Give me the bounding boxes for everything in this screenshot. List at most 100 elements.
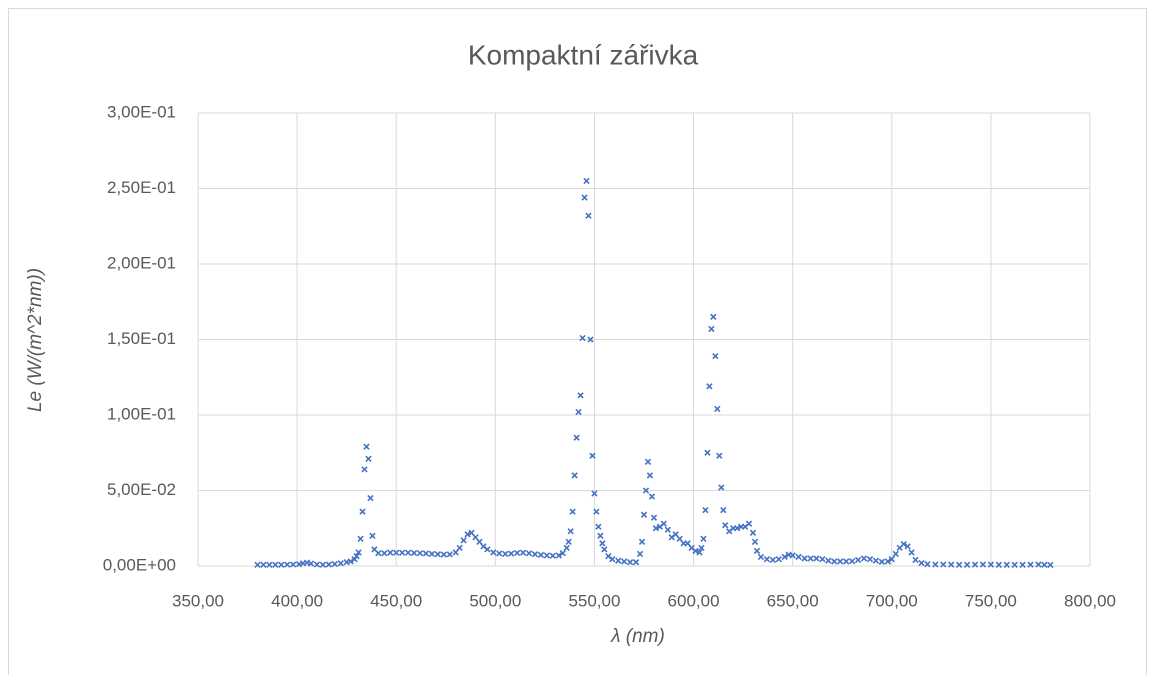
data-point [583,177,590,185]
data-point [924,561,931,568]
data-point [361,466,368,473]
data-point [359,508,366,515]
x-tick-label: 400,00 [271,591,323,610]
data-point [365,455,372,462]
data-point [1019,561,1026,568]
data-point [908,549,915,556]
data-point [708,325,715,333]
data-point [1011,561,1018,568]
data-point [900,540,907,548]
data-point [638,538,646,546]
data-point [854,556,862,564]
data-point [573,434,580,441]
data-point [650,514,658,521]
data-point [956,561,963,568]
data-point [749,529,757,536]
data-point [496,550,503,557]
data-point [636,550,644,558]
data-point [422,550,430,557]
x-tick-label: 350,00 [172,591,224,610]
data-point [995,561,1002,568]
data-point [375,549,382,557]
data-point [428,550,436,558]
data-point [513,549,521,557]
data-point [1041,561,1048,568]
data-point [987,561,995,568]
data-point [714,405,721,413]
x-tick-label: 800,00 [1064,591,1116,610]
data-point [289,561,297,568]
data-point [490,549,497,556]
data-point [722,522,729,529]
data-point [892,550,899,558]
data-point [753,547,761,555]
x-tick-label: 600,00 [668,591,720,610]
x-tick-label: 500,00 [469,591,521,610]
data-point [696,549,703,556]
data-point [319,561,327,568]
data-point [819,556,826,563]
data-point [525,550,533,557]
data-point [615,557,622,564]
data-point [589,452,596,459]
data-point [555,552,562,559]
x-axis-label: λ (nm) [610,626,665,647]
x-tick-label: 750,00 [965,591,1017,610]
data-point [519,549,527,556]
data-point [720,506,727,514]
data-point [1047,561,1054,569]
data-point [1035,561,1042,568]
data-point [860,555,868,562]
data-point [446,551,453,558]
data-point [763,556,771,563]
data-point [331,560,338,568]
data-point [567,528,574,535]
data-point [571,472,578,479]
data-point [745,520,753,527]
data-point [712,352,719,360]
data-point [963,561,971,568]
data-point [549,552,556,559]
data-point [601,546,608,553]
data-point [565,538,572,546]
data-point [733,525,741,532]
data-point [640,511,648,518]
data-point [904,543,911,550]
data-point [355,549,362,556]
data-point [347,558,354,565]
data-point [632,559,640,566]
data-point [325,561,332,568]
data-point [537,551,545,559]
data-point [508,550,515,557]
data-point [648,493,656,500]
x-tick-label: 650,00 [767,591,819,610]
data-point [440,551,447,558]
data-point [393,549,400,556]
data-point [1027,561,1034,568]
data-point [563,544,570,552]
data-point [704,449,711,456]
data-point [531,551,539,558]
y-tick-label: 1,00E-01 [107,404,176,423]
data-point [831,558,838,565]
y-axis-label: Le (W/(m^2*nm)) [25,268,46,412]
data-point [272,561,279,568]
x-tick-label: 700,00 [866,591,918,610]
y-tick-label: 1,50E-01 [107,329,176,348]
data-point [807,555,814,562]
data-point [369,532,376,539]
data-point [464,531,471,538]
data-point [266,561,273,568]
data-point [597,532,604,539]
data-point [801,555,808,562]
data-point [381,549,388,557]
data-point [626,559,634,566]
data-point [484,546,491,553]
data-point [825,557,832,564]
data-point [837,558,844,565]
data-point [460,537,467,544]
x-tick-label: 550,00 [568,591,620,610]
data-point [971,561,979,568]
